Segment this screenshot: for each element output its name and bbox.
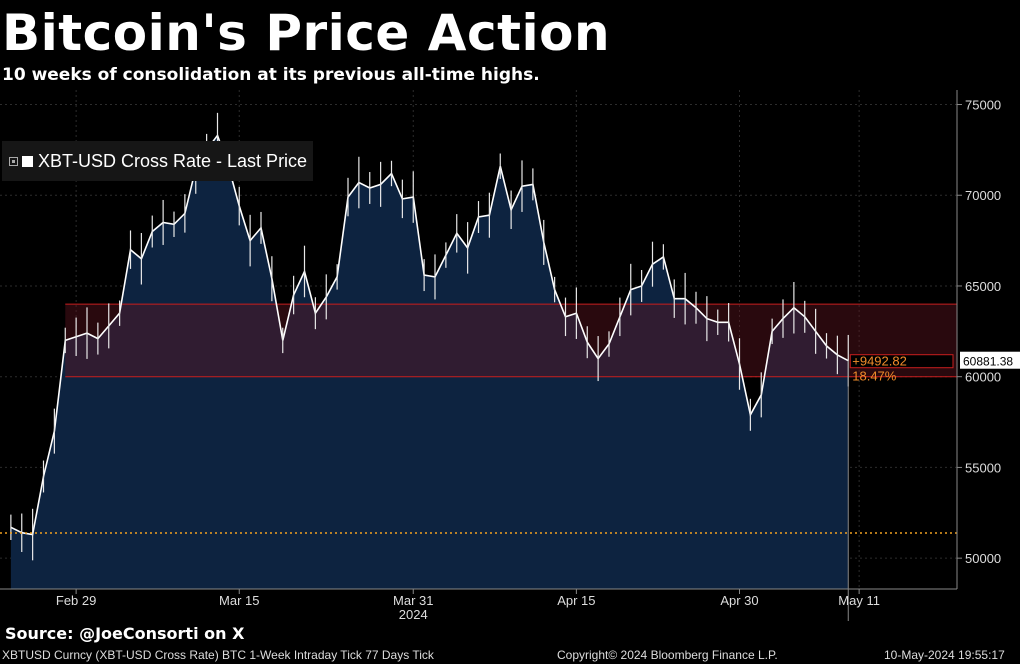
y-tick-label: 75000 xyxy=(965,98,1001,113)
x-tick-label: Apr 15 xyxy=(557,593,595,608)
legend-swatch xyxy=(22,155,33,167)
x-tick-label: May 11 xyxy=(838,593,880,608)
x-tick-label: Feb 29 xyxy=(56,593,96,608)
y-tick-label: 55000 xyxy=(965,460,1001,475)
price-line xyxy=(10,133,849,536)
last-price-label: 60881.38 xyxy=(963,355,1013,369)
x-axis-year-label: 2024 xyxy=(399,607,428,622)
chart-legend: XBT-USD Cross Rate - Last Price xyxy=(2,141,313,181)
price-area xyxy=(10,135,849,589)
change-label-box xyxy=(849,354,954,369)
chart-subtitle: 10 weeks of consolidation at its previou… xyxy=(2,65,540,85)
change-label: +9492.82 xyxy=(852,354,907,369)
y-tick-label: 70000 xyxy=(965,188,1001,203)
source-credit: Source: @JoeConsorti on X xyxy=(5,624,245,643)
footer-ticker: XBTUSD Curncy (XBT-USD Cross Rate) BTC 1… xyxy=(2,648,434,662)
x-tick-label: Mar 15 xyxy=(219,593,259,608)
legend-toggle-icon[interactable] xyxy=(9,156,18,166)
consolidation-band xyxy=(65,304,957,377)
y-tick-label: 60000 xyxy=(965,370,1001,385)
chart-title: Bitcoin's Price Action xyxy=(2,4,611,62)
footer-timestamp: 10-May-2024 19:55:17 xyxy=(884,648,1005,662)
x-tick-label: Mar 31 xyxy=(393,593,433,608)
y-tick-label: 50000 xyxy=(965,551,1001,566)
change-pct-label: 18.47% xyxy=(852,369,897,384)
x-tick-label: Apr 30 xyxy=(720,593,758,608)
y-tick-label: 65000 xyxy=(965,279,1001,294)
last-price-tag xyxy=(960,351,1020,369)
legend-label: XBT-USD Cross Rate - Last Price xyxy=(38,150,308,171)
footer-copyright: Copyright© 2024 Bloomberg Finance L.P. xyxy=(557,648,778,662)
